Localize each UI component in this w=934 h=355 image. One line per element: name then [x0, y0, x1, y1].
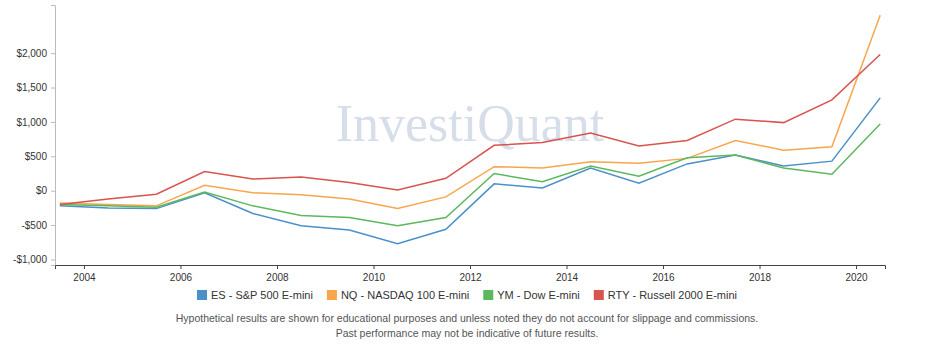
y-tick: $1,500 — [16, 82, 55, 93]
x-tick-mark — [84, 265, 85, 269]
y-tick-mark — [51, 122, 55, 123]
x-tick: 2004 — [73, 265, 96, 283]
x-tick-mark — [277, 265, 278, 269]
plot: InvestiQuant -$1,000 -$500 $0 $500 $1,000 $1,5… — [13, 6, 885, 284]
y-tick: -$1,000 — [13, 254, 55, 265]
x-tick-label: 2020 — [845, 272, 868, 283]
y-tick: $1,000 — [16, 117, 55, 128]
y-tick-mark — [51, 88, 55, 89]
y-tick-label: -$500 — [21, 220, 47, 231]
y-tick: $2,000 — [16, 48, 55, 59]
legend-item: RTY - Russell 2000 E-mini — [594, 289, 737, 301]
series-line — [60, 15, 880, 208]
x-axis: 2004 2006 2008 2010 2012 2014 2016 2018 2020 — [56, 265, 886, 283]
chart: InvestiQuant -$1,000 -$500 $0 $500 $1,000 $1,5… — [0, 0, 934, 355]
legend-swatch — [594, 290, 604, 300]
x-axis-line — [56, 266, 886, 270]
y-tick-label: $1,000 — [16, 117, 47, 128]
legend-label: NQ - NASDAQ 100 E-mini — [341, 289, 469, 301]
y-axis-line — [51, 6, 56, 266]
x-tick-mark — [760, 265, 761, 269]
legend-label: YM - Dow E-mini — [497, 289, 580, 301]
x-tick-label: 2012 — [459, 272, 482, 283]
x-tick: 2010 — [363, 265, 386, 283]
series-line — [60, 55, 880, 205]
x-tick: 2006 — [170, 265, 193, 283]
x-tick: 2016 — [652, 265, 675, 283]
footnote-line: Past performance may not be indicative o… — [336, 327, 599, 339]
series-line — [60, 98, 880, 244]
legend-item: NQ - NASDAQ 100 E-mini — [327, 289, 469, 301]
y-tick: -$500 — [21, 220, 55, 231]
x-tick: 2020 — [845, 265, 868, 283]
x-tick-label: 2008 — [266, 272, 289, 283]
y-tick-mark — [51, 259, 55, 260]
legend-swatch — [327, 290, 337, 300]
x-tick-label: 2004 — [73, 272, 96, 283]
x-tick-label: 2016 — [652, 272, 675, 283]
y-tick-mark — [51, 191, 55, 192]
x-tick-mark — [470, 265, 471, 269]
legend-swatch — [483, 290, 493, 300]
y-tick-mark — [51, 156, 55, 157]
footnote-line: Hypothetical results are shown for educa… — [176, 312, 759, 324]
series-line — [60, 124, 880, 226]
x-tick: 2012 — [459, 265, 482, 283]
footnote: Hypothetical results are shown for educa… — [176, 312, 759, 339]
legend-label: ES - S&P 500 E-mini — [211, 289, 313, 301]
x-tick: 2018 — [749, 265, 772, 283]
y-tick: $0 — [36, 185, 55, 196]
x-tick-label: 2018 — [749, 272, 772, 283]
y-tick-mark — [51, 225, 55, 226]
x-tick: 2008 — [266, 265, 289, 283]
y-tick-label: $2,000 — [16, 48, 47, 59]
y-tick-label: $0 — [36, 185, 48, 196]
y-tick: $500 — [25, 151, 55, 162]
lines — [60, 15, 880, 243]
x-tick-label: 2014 — [556, 272, 579, 283]
y-tick-label: $1,500 — [16, 82, 47, 93]
y-axis: -$1,000 -$500 $0 $500 $1,000 $1,500 $2,000 — [13, 6, 55, 266]
y-tick-mark — [51, 53, 55, 54]
x-tick-mark — [180, 265, 181, 269]
x-tick-label: 2006 — [170, 272, 193, 283]
legend-item: ES - S&P 500 E-mini — [197, 289, 313, 301]
y-tick-label: $500 — [25, 151, 48, 162]
x-tick-mark — [856, 265, 857, 269]
x-tick-label: 2010 — [363, 272, 386, 283]
x-tick-mark — [567, 265, 568, 269]
watermark: InvestiQuant — [336, 95, 605, 152]
x-tick: 2014 — [556, 265, 579, 283]
y-tick-label: -$1,000 — [13, 254, 47, 265]
x-tick-mark — [373, 265, 374, 269]
legend: ES - S&P 500 E-mini NQ - NASDAQ 100 E-min… — [197, 289, 737, 301]
legend-swatch — [197, 290, 207, 300]
legend-label: RTY - Russell 2000 E-mini — [608, 289, 737, 301]
x-tick-mark — [663, 265, 664, 269]
legend-item: YM - Dow E-mini — [483, 289, 580, 301]
